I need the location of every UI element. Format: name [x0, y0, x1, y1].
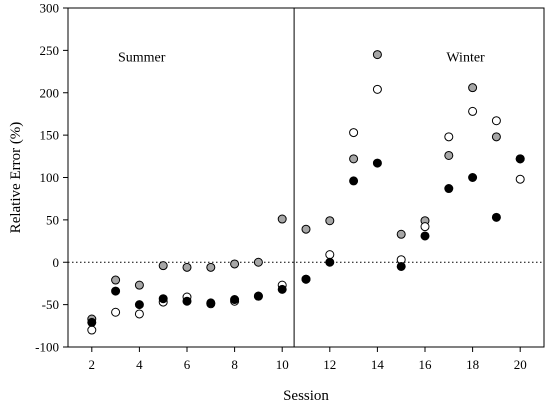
gray-data-point: [396, 229, 406, 239]
gray-data-point: [111, 275, 121, 285]
filled-data-point: [253, 291, 263, 301]
gray-data-point: [134, 280, 144, 290]
reference-layer: [68, 8, 544, 347]
gray-data-point: [206, 262, 216, 272]
filled-data-point: [158, 294, 168, 304]
gray-data-point: [372, 50, 382, 60]
filled-data-point: [491, 212, 501, 222]
open-data-point: [87, 325, 97, 335]
open-data-point: [491, 116, 501, 126]
y-tick-label: 50: [46, 212, 59, 227]
open-data-point: [325, 250, 335, 260]
filled-data-point: [182, 296, 192, 306]
filled-data-point: [420, 231, 430, 241]
filled-data-point: [349, 176, 359, 186]
gray-data-point: [277, 214, 287, 224]
gray-data-point: [230, 259, 240, 269]
open-data-point: [111, 307, 121, 317]
gray-data-point: [301, 224, 311, 234]
open-data-point: [515, 174, 525, 184]
gray-data-point: [182, 262, 192, 272]
gray-data-point: [491, 132, 501, 142]
open-data-point: [372, 84, 382, 94]
y-tick-label: -50: [42, 297, 59, 312]
x-tick-label: 4: [136, 357, 143, 372]
annotation-summer: Summer: [118, 50, 166, 65]
y-axis-title: Relative Error (%): [8, 122, 24, 234]
x-tick-label: 12: [323, 357, 336, 372]
gray-data-point: [444, 150, 454, 160]
filled-data-point: [372, 158, 382, 168]
open-data-point: [134, 309, 144, 319]
filled-data-point: [230, 295, 240, 305]
points-layer: [87, 50, 525, 335]
open-data-point: [349, 128, 359, 138]
x-axis-title: Session: [283, 388, 329, 404]
x-tick-label: 16: [419, 357, 433, 372]
x-tick-label: 18: [466, 357, 479, 372]
gray-data-point: [325, 216, 335, 226]
axis-ticks: 2 4 6 8 10 12 14 16 18 20 -100 -50 0 50 100 150 200 250 30…: [35, 1, 527, 373]
annotation-winter: Winter: [446, 50, 485, 65]
y-tick-label: 250: [40, 43, 60, 58]
y-tick-label: 150: [40, 128, 60, 143]
filled-data-point: [515, 154, 525, 164]
filled-data-point: [301, 274, 311, 284]
y-tick-label: 300: [40, 1, 60, 16]
filled-data-point: [277, 284, 287, 294]
x-tick-label: 10: [276, 357, 289, 372]
filled-data-point: [111, 286, 121, 296]
x-tick-label: 14: [371, 357, 385, 372]
gray-data-point: [253, 257, 263, 267]
x-tick-label: 20: [514, 357, 527, 372]
x-tick-label: 2: [89, 357, 96, 372]
filled-data-point: [396, 261, 406, 271]
filled-data-point: [444, 184, 454, 194]
x-tick-label: 8: [231, 357, 238, 372]
filled-data-point: [325, 257, 335, 267]
filled-data-point: [206, 298, 216, 308]
y-tick-label: 100: [40, 170, 60, 185]
filled-data-point: [87, 317, 97, 327]
open-data-point: [468, 106, 478, 116]
gray-data-point: [158, 261, 168, 271]
gray-data-point: [468, 83, 478, 93]
filled-data-point: [134, 300, 144, 310]
open-data-point: [444, 132, 454, 142]
open-data-point: [420, 222, 430, 232]
x-tick-label: 6: [184, 357, 191, 372]
y-tick-label: 200: [40, 85, 60, 100]
y-tick-label: 0: [53, 255, 60, 270]
y-tick-label: -100: [35, 340, 59, 355]
filled-data-point: [468, 173, 478, 182]
gray-data-point: [349, 154, 359, 164]
